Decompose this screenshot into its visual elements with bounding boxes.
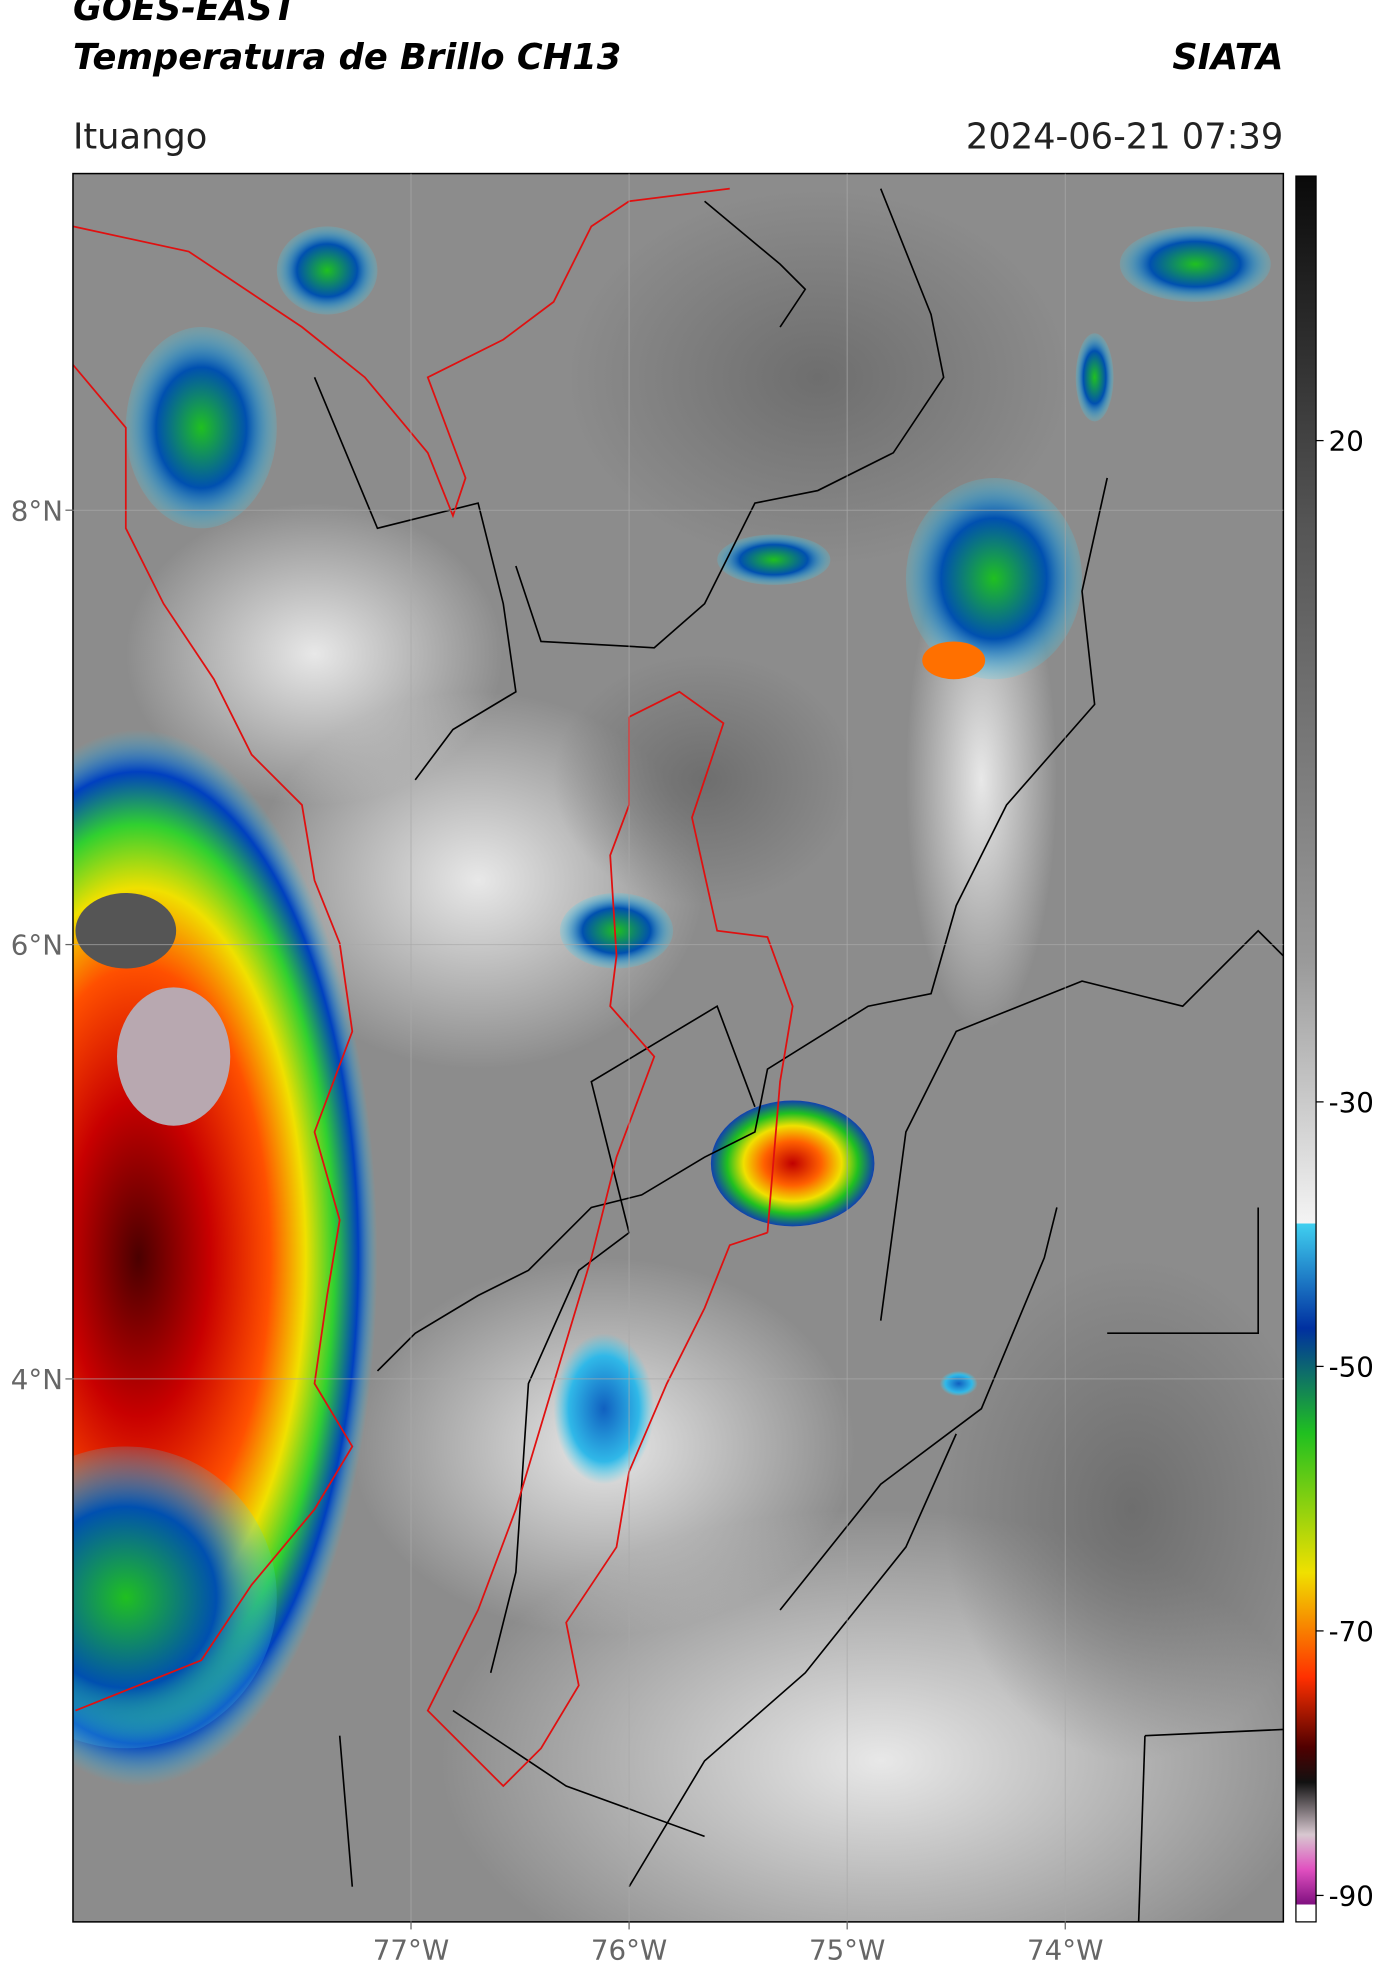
colorbar-tick-label: -30 xyxy=(1329,1086,1374,1119)
lat-tick-label: 8°N xyxy=(11,494,63,527)
axes: 77°W 76°W 75°W 74°W 8°N 6°N 4°N 20 -30 -50 -70 -90 xyxy=(11,173,1374,1967)
timestamp: 2024-06-21 07:39 xyxy=(966,116,1283,157)
title: GOES-EAST xyxy=(73,0,300,29)
colorbar-tick-label: -50 xyxy=(1329,1350,1374,1383)
satellite-image xyxy=(72,173,1284,1922)
lat-tick-label: 4°N xyxy=(11,1363,63,1396)
subtitle: Temperatura de Brillo CH13 xyxy=(73,37,621,78)
lat-tick-label: 6°N xyxy=(11,929,63,962)
map-frame xyxy=(72,172,1285,1923)
lon-tick-label: 76°W xyxy=(591,1934,667,1967)
lon-tick-label: 75°W xyxy=(809,1934,885,1967)
colorbar xyxy=(1295,175,1317,1923)
colorbar-tick-label: -90 xyxy=(1329,1879,1374,1912)
agency: SIATA xyxy=(1172,37,1283,78)
lon-tick-label: 77°W xyxy=(373,1934,449,1967)
colorbar-tick-label: 20 xyxy=(1329,425,1364,458)
lon-tick-label: 74°W xyxy=(1027,1934,1103,1967)
colorbar-tick-label: -70 xyxy=(1329,1615,1374,1648)
location: Ituango xyxy=(73,116,207,157)
